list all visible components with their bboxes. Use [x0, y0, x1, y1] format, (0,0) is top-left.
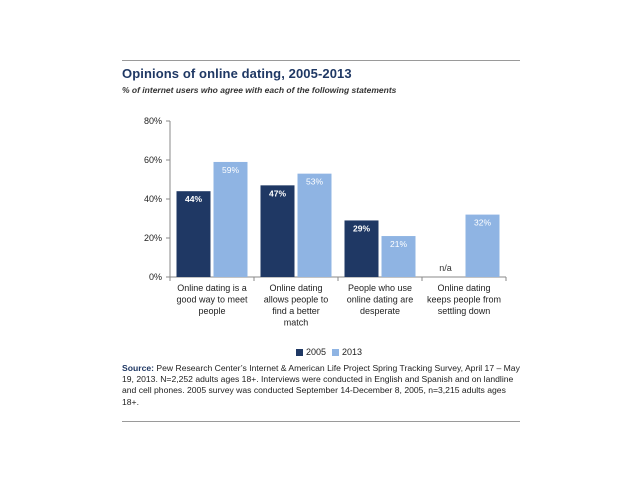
bar-2005	[344, 220, 379, 277]
category-label: match	[284, 318, 309, 328]
bar-2005	[176, 191, 211, 277]
category-label: settling down	[438, 306, 491, 316]
legend-label-2013: 2013	[342, 347, 363, 357]
category-label: Online dating is a	[177, 283, 247, 293]
y-tick-label: 80%	[144, 116, 162, 126]
legend-swatch-2013	[332, 348, 340, 356]
chart-title: Opinions of online dating, 2005-2013	[122, 66, 352, 81]
legend-item-2005: 2005	[296, 347, 326, 357]
bar-2013	[297, 173, 332, 277]
legend-swatch-2005	[296, 348, 303, 356]
bar-label-2013: 59%	[222, 165, 239, 175]
source-text: Pew Research Center’s Internet & America…	[122, 363, 520, 407]
y-tick-label: 60%	[144, 155, 162, 165]
legend-label-2005: 2005	[306, 347, 327, 357]
bar-2013	[465, 214, 500, 277]
bar-2013	[381, 236, 416, 277]
legend-item-2013: 2013	[332, 347, 362, 357]
chart-legend: 2005 2013	[296, 347, 362, 357]
category-label: keeps people from	[427, 295, 501, 305]
bar-label-2013: 21%	[390, 239, 407, 249]
bar-label-2005: 47%	[269, 188, 286, 198]
y-tick-label: 20%	[144, 233, 162, 243]
category-label: People who use	[348, 283, 412, 293]
category-label: desperate	[360, 306, 400, 316]
chart-subtitle: % of internet users who agree with each …	[122, 85, 397, 95]
y-tick-label: 0%	[149, 272, 162, 282]
bar-label-2005: n/a	[439, 263, 452, 273]
bar-label-2005: 29%	[353, 223, 370, 233]
top-rule	[122, 60, 520, 61]
source-label: Source:	[122, 363, 154, 373]
category-label: Online dating	[437, 283, 490, 293]
bottom-rule	[122, 421, 520, 422]
bar-label-2005: 44%	[185, 194, 202, 204]
category-label: find a better	[272, 306, 320, 316]
bar-2005	[260, 185, 295, 277]
source-note: Source: Pew Research Center’s Internet &…	[122, 363, 520, 408]
bar-label-2013: 53%	[306, 177, 323, 187]
category-label: Online dating	[269, 283, 322, 293]
bar-label-2013: 32%	[474, 218, 491, 228]
category-label: allows people to	[264, 295, 329, 305]
category-label: people	[198, 306, 225, 316]
category-label: good way to meet	[176, 295, 248, 305]
bar-2013	[213, 161, 248, 277]
bar-chart: 0% 20% 40% 60% 80% 44% 59% Online dating is a go…	[144, 116, 507, 328]
y-tick-label: 40%	[144, 194, 162, 204]
category-label: online dating are	[347, 295, 414, 305]
